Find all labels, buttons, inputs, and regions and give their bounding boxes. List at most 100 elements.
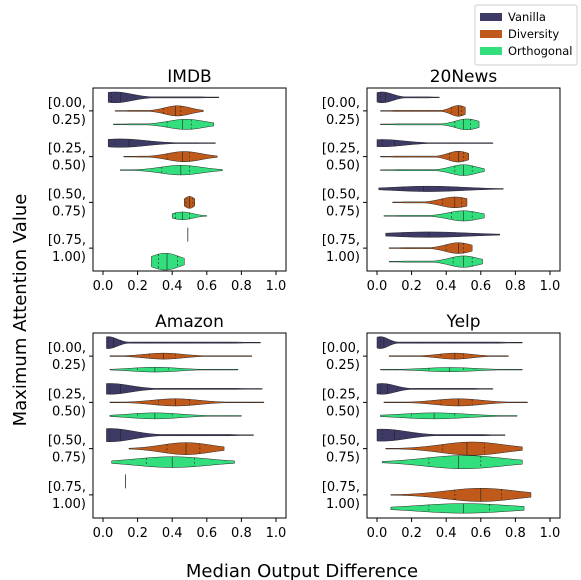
panel-title: IMDB <box>167 67 211 87</box>
violin-orthogonal <box>380 164 485 176</box>
y-tick-label-line1: [0.25, <box>48 387 86 402</box>
violin-orthogonal <box>380 412 518 420</box>
panel-title: Yelp <box>445 312 480 332</box>
x-tick-label: 0.8 <box>505 526 526 541</box>
violin-orthogonal <box>383 210 485 222</box>
violin-vanilla <box>107 91 220 104</box>
violin-vanilla <box>385 231 501 238</box>
y-tick-label-line2: 0.75) <box>326 204 360 219</box>
x-tick-label: 0.2 <box>401 526 422 541</box>
legend-label-diversity: Diversity <box>508 27 559 41</box>
y-tick-label-line1: [0.75, <box>322 480 360 495</box>
violin-orthogonal <box>381 455 523 469</box>
violin-vanilla <box>106 383 263 395</box>
violin-diversity <box>109 352 253 360</box>
panel-frame <box>92 332 287 519</box>
panel-imdb: IMDB 0.0 0.2 0.4 0.6 0.8 1.0 [0.00, 0.25) [0.25, 0… <box>48 67 287 294</box>
y-tick-label-line2: 0.75) <box>52 204 86 219</box>
y-tick-label-line2: 0.25) <box>52 358 86 373</box>
x-tick-label: 0.6 <box>470 526 491 541</box>
y-tick-label-line1: [0.50, <box>322 434 360 449</box>
violin-orthogonal <box>380 118 480 131</box>
panel-title: 20News <box>430 67 498 87</box>
legend-label-vanilla: Vanilla <box>508 10 546 24</box>
x-tick-label: 0.6 <box>470 279 491 294</box>
legend-swatch-orthogonal <box>480 47 502 55</box>
violin-orthogonal <box>111 456 235 468</box>
legend: Vanilla Diversity Orthogonal <box>474 4 578 66</box>
x-tick-label: 0.8 <box>231 279 252 294</box>
panel-frame <box>92 87 287 272</box>
y-tick-label-line1: [0.00, <box>48 341 86 356</box>
x-tick-label: 0.8 <box>231 526 252 541</box>
y-tick-label-line2: 1.00) <box>326 250 360 265</box>
y-tick-label-line2: 0.75) <box>52 451 86 466</box>
x-tick-label: 0.0 <box>93 526 114 541</box>
violin-orthogonal <box>171 211 208 221</box>
y-tick-label-line1: [0.75, <box>322 233 360 248</box>
x-tick-label: 0.6 <box>196 279 217 294</box>
x-tick-label: 0.2 <box>127 279 148 294</box>
y-axis-label: Maximum Attention Value <box>10 194 31 427</box>
panel-frame <box>366 87 561 272</box>
violin-diversity <box>383 398 528 407</box>
violin-orthogonal <box>390 503 525 514</box>
violin-diversity <box>123 151 218 162</box>
y-tick-label-line2: 0.50) <box>326 404 360 419</box>
y-tick-label-line2: 0.25) <box>326 113 360 128</box>
legend-label-orthogonal: Orthogonal <box>508 44 572 58</box>
y-tick-label-line1: [0.00, <box>48 96 86 111</box>
violin-orthogonal <box>109 412 242 420</box>
y-tick-label-line1: [0.50, <box>322 187 360 202</box>
y-tick-label-line2: 0.50) <box>326 159 360 174</box>
violin-vanilla <box>376 336 523 349</box>
violin-orthogonal <box>388 255 483 268</box>
y-tick-label-line2: 1.00) <box>52 497 86 512</box>
y-tick-label-line2: 1.00) <box>52 250 86 265</box>
x-tick-label: 1.0 <box>266 526 287 541</box>
violin-vanilla <box>378 185 504 192</box>
y-tick-label-line2: 0.75) <box>326 451 360 466</box>
panel-20news: 20News 0.0 0.2 0.4 0.6 0.8 1.0 [0.00, 0.25) [0.25… <box>322 67 561 294</box>
x-tick-label: 0.8 <box>505 279 526 294</box>
legend-swatch-vanilla <box>480 13 502 21</box>
x-tick-label: 0.4 <box>162 279 183 294</box>
violin-orthogonal <box>380 367 523 372</box>
y-tick-label-line1: [0.00, <box>322 341 360 356</box>
x-tick-label: 1.0 <box>540 279 561 294</box>
x-tick-label: 0.0 <box>93 279 114 294</box>
violin-diversity <box>380 150 469 163</box>
y-tick-label-line1: [0.25, <box>322 387 360 402</box>
panel-yelp: Yelp 0.0 0.2 0.4 0.6 0.8 1.0 [0.00, 0.25) [0.25, 0… <box>322 312 561 541</box>
violin-diversity <box>385 441 523 456</box>
y-tick-label-line1: [0.75, <box>48 233 86 248</box>
violin-diversity <box>109 398 265 407</box>
x-tick-label: 0.0 <box>367 279 388 294</box>
x-tick-label: 1.0 <box>540 526 561 541</box>
x-tick-label: 1.0 <box>266 279 287 294</box>
violin-diversity <box>114 105 204 117</box>
violin-diversity <box>388 242 473 254</box>
violin-orthogonal <box>109 366 239 373</box>
x-tick-label: 0.4 <box>436 526 457 541</box>
violin-vanilla <box>376 428 506 442</box>
violin-diversity <box>392 196 468 209</box>
x-axis-label: Median Output Difference <box>186 561 418 580</box>
legend-swatch-diversity <box>480 30 502 38</box>
violin-diversity <box>380 105 466 117</box>
y-tick-label-line2: 1.00) <box>326 497 360 512</box>
violin-vanilla <box>376 91 440 104</box>
y-tick-label-line1: [0.75, <box>48 480 86 495</box>
x-tick-label: 0.0 <box>367 526 388 541</box>
y-tick-label-line1: [0.50, <box>48 187 86 202</box>
violin-orthogonal <box>120 165 223 176</box>
x-tick-label: 0.2 <box>127 526 148 541</box>
panel-title: Amazon <box>155 312 224 332</box>
y-tick-label-line1: [0.50, <box>48 434 86 449</box>
violin-diversity <box>390 488 532 502</box>
violin-vanilla <box>376 139 494 147</box>
violin-orthogonal <box>113 119 214 130</box>
y-tick-label-line1: [0.25, <box>48 142 86 157</box>
panel-frame <box>366 332 561 519</box>
